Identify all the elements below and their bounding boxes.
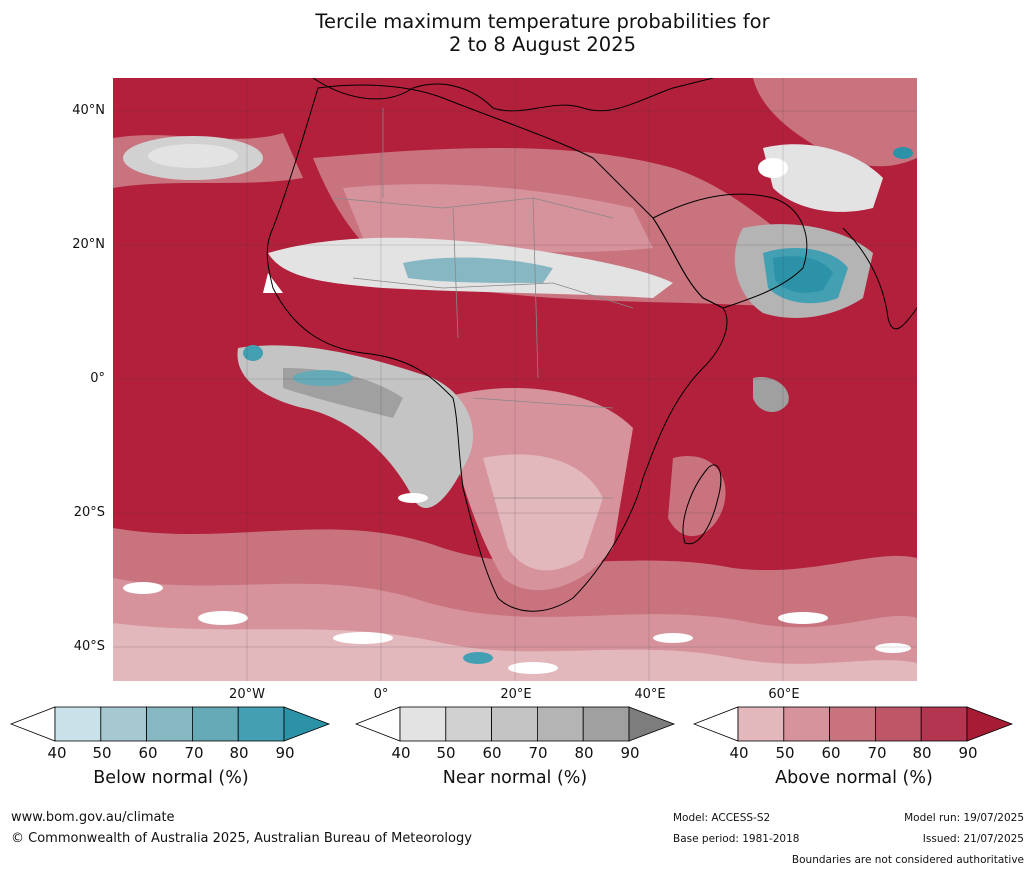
lon-label-0: 0°	[373, 687, 389, 702]
colorbar-segment	[100, 706, 148, 742]
copyright-text: © Commonwealth of Australia 2025, Austra…	[11, 831, 472, 846]
tick-label: 40	[391, 744, 411, 762]
legend-title-below-normal: Below normal (%)	[93, 768, 249, 788]
model-run-date: Model run: 19/07/2025	[904, 812, 1024, 824]
colorbar-segment	[191, 706, 239, 742]
tick-label: 90	[620, 744, 640, 762]
colorbar-near-normal	[355, 706, 676, 742]
colorbar-segment	[783, 706, 831, 742]
colorbar-above-normal	[693, 706, 1014, 742]
country-borders	[332, 108, 634, 499]
model-name: Model: ACCESS-S2	[673, 812, 771, 824]
lat-label-20n: 20°N	[72, 237, 105, 252]
arabia-coastline	[652, 193, 808, 309]
base-period: Base period: 1981-2018	[673, 833, 800, 845]
colorbar-segment	[445, 706, 493, 742]
title-line-1: Tercile maximum temperature probabilitie…	[315, 10, 770, 33]
lon-label-60e: 60°E	[768, 687, 800, 702]
tick-label: 70	[184, 744, 204, 762]
white-speckle	[123, 158, 911, 674]
colorbar-below-normal	[10, 706, 331, 742]
colorbar-extend-high	[966, 706, 1014, 742]
tick-label: 60	[821, 744, 841, 762]
colorbar-segment	[491, 706, 538, 742]
colorbar-segment	[237, 706, 285, 742]
colorbar-segment	[399, 706, 447, 742]
colorbar-segment	[874, 706, 922, 742]
colorbar-extend-high	[283, 706, 331, 742]
issued-date: Issued: 21/07/2025	[922, 833, 1024, 845]
tick-label: 50	[775, 744, 795, 762]
colorbar-segment	[54, 706, 102, 742]
colorbar-segment	[146, 706, 193, 742]
colorbar-segment	[737, 706, 785, 742]
lon-label-20w: 20°W	[229, 687, 265, 702]
colorbar-extend-low	[10, 706, 56, 742]
africa-coastline	[266, 84, 728, 612]
below-normal-contours	[243, 147, 913, 664]
colorbar-extend-high	[628, 706, 676, 742]
coastlines	[266, 78, 917, 612]
tick-label: 40	[47, 744, 67, 762]
lon-label-40e: 40°E	[634, 687, 666, 702]
colorbar-extend-low	[355, 706, 401, 742]
boundary-disclaimer: Boundaries are not considered authoritat…	[791, 854, 1024, 866]
europe-coastline	[312, 78, 714, 112]
tick-label: 60	[138, 744, 158, 762]
tick-label: 40	[729, 744, 749, 762]
graticule	[113, 78, 917, 681]
tick-label: 90	[958, 744, 978, 762]
tick-label: 80	[912, 744, 932, 762]
lat-label-20s: 20°S	[73, 505, 105, 520]
lat-label-40s: 40°S	[73, 639, 105, 654]
lat-label-0: 0°	[90, 371, 105, 386]
chart-title: Tercile maximum temperature probabilitie…	[0, 10, 1035, 56]
colorbar-segment	[829, 706, 876, 742]
tick-label: 50	[92, 744, 112, 762]
tick-label: 60	[482, 744, 502, 762]
title-line-2: 2 to 8 August 2025	[448, 33, 637, 56]
colorbar-segment	[536, 706, 584, 742]
tick-label: 80	[229, 744, 249, 762]
tick-label: 50	[436, 744, 456, 762]
map-canvas	[113, 78, 917, 681]
madagascar-coastline	[682, 464, 722, 545]
lat-label-40n: 40°N	[72, 103, 105, 118]
legend-title-near-normal: Near normal (%)	[442, 768, 588, 788]
tick-label: 70	[528, 744, 548, 762]
probability-map	[113, 78, 917, 681]
colorbar-extend-low	[693, 706, 739, 742]
tick-label: 70	[867, 744, 887, 762]
colorbar-segment	[920, 706, 968, 742]
legend-title-above-normal: Above normal (%)	[775, 768, 933, 788]
colorbar-segment	[582, 706, 630, 742]
lon-label-20e: 20°E	[500, 687, 532, 702]
tick-label: 90	[275, 744, 295, 762]
website-link[interactable]: www.bom.gov.au/climate	[11, 810, 175, 825]
india-coastline	[842, 227, 917, 330]
tick-label: 80	[574, 744, 594, 762]
